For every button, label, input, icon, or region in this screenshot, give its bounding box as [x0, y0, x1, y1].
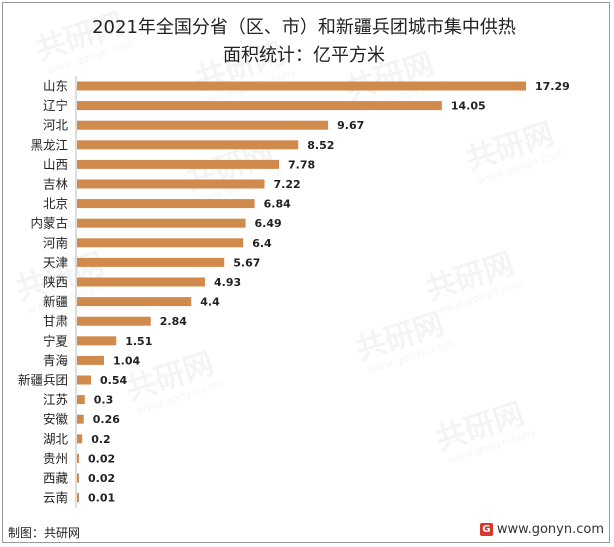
value-label-8: 6.4: [252, 237, 272, 250]
category-label-15: 新疆兵团: [18, 373, 68, 388]
value-label-7: 6.49: [255, 217, 282, 230]
value-label-1: 14.05: [451, 100, 486, 113]
bar-9: [77, 257, 225, 267]
category-label-10: 陕西: [43, 275, 68, 290]
bar-15: [77, 375, 92, 385]
category-label-7: 内蒙古: [30, 216, 68, 231]
bar-5: [77, 179, 265, 189]
bar-20: [77, 473, 79, 483]
value-label-6: 6.84: [264, 198, 291, 211]
bar-16: [77, 395, 85, 405]
bar-19: [77, 453, 79, 463]
value-labels: 17.29 14.05 9.678.52 7.78 7.22 6.84 6.49 6.4 5.6…: [88, 80, 570, 505]
value-label-9: 5.67: [233, 256, 260, 269]
bar-6: [77, 199, 255, 209]
category-label-13: 宁夏: [43, 333, 69, 348]
chart-title: 2021年全国分省（区、市）和新疆兵团城市集中供热 面积统计：亿平方米: [0, 14, 608, 70]
category-labels: 山东辽宁河北黑龙江山西吉林北京内蒙古河南天津陕西新疆甘肃宁夏青海新疆兵团江苏安徽…: [18, 79, 69, 506]
bar-17: [77, 414, 84, 424]
bar-1: [77, 101, 442, 111]
bar-8: [77, 238, 244, 248]
value-label-0: 17.29: [535, 80, 570, 93]
source-credit: 制图：共研网: [8, 526, 81, 540]
bar-21: [77, 493, 79, 503]
value-label-5: 7.22: [273, 178, 300, 191]
bar-4: [77, 159, 280, 169]
category-label-12: 甘肃: [43, 314, 68, 329]
chart-title-line-1: 2021年全国分省（区、市）和新疆兵团城市集中供热: [92, 17, 516, 38]
category-label-17: 安徽: [43, 412, 69, 427]
value-label-4: 7.78: [288, 158, 315, 171]
category-label-1: 辽宁: [43, 98, 68, 113]
category-label-2: 河北: [43, 118, 69, 133]
chart-title-line-2: 面积统计：亿平方米: [223, 45, 385, 66]
category-label-6: 北京: [43, 196, 68, 211]
chart-frame: [2, 2, 610, 543]
category-label-4: 山西: [43, 157, 68, 172]
bar-10: [77, 277, 206, 287]
value-label-21: 0.01: [88, 492, 115, 505]
bar-0: [77, 81, 526, 91]
bar-11: [77, 297, 192, 307]
value-label-18: 0.2: [91, 433, 111, 446]
bar-18: [77, 434, 83, 444]
category-label-3: 黑龙江: [30, 137, 68, 152]
bar-2: [77, 120, 329, 130]
value-label-20: 0.02: [88, 472, 115, 485]
bar-13: [77, 336, 117, 346]
website-credit: G www.gonyn.com: [479, 522, 604, 537]
value-label-13: 1.51: [125, 335, 152, 348]
brand-logo-icon: G: [479, 523, 493, 536]
category-label-18: 湖北: [43, 431, 69, 446]
category-label-21: 云南: [43, 490, 68, 505]
category-label-0: 山东: [43, 79, 68, 94]
value-label-10: 4.93: [214, 276, 241, 289]
bar-12: [77, 316, 151, 326]
value-label-12: 2.84: [160, 315, 187, 328]
category-label-8: 河南: [43, 235, 68, 250]
bar-group: [77, 81, 526, 503]
value-label-14: 1.04: [113, 354, 140, 367]
category-label-5: 吉林: [43, 177, 69, 192]
value-label-19: 0.02: [88, 452, 115, 465]
bar-14: [77, 355, 105, 365]
category-label-20: 西藏: [43, 471, 69, 486]
category-label-9: 天津: [43, 255, 68, 270]
value-label-2: 9.67: [337, 119, 364, 132]
website-url: www.gonyn.com: [496, 522, 604, 537]
category-label-11: 新疆: [43, 294, 68, 309]
value-label-16: 0.3: [94, 394, 114, 407]
category-label-14: 青海: [43, 353, 69, 368]
category-label-19: 贵州: [43, 451, 68, 466]
bar-3: [77, 140, 299, 150]
category-label-16: 江苏: [43, 392, 68, 407]
value-label-11: 4.4: [200, 296, 220, 309]
value-label-15: 0.54: [100, 374, 127, 387]
bar-7: [77, 218, 246, 228]
value-label-3: 8.52: [307, 139, 334, 152]
value-label-17: 0.26: [93, 413, 120, 426]
